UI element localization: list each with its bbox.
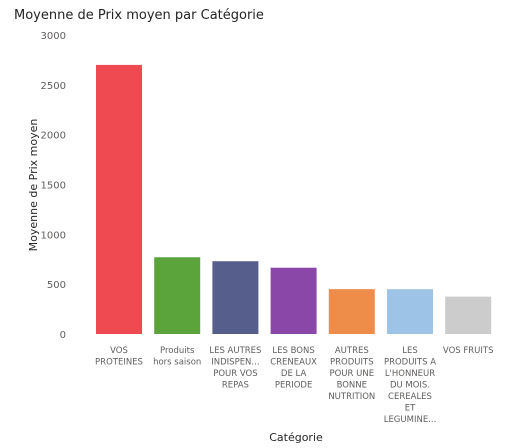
bar[interactable]: [154, 257, 201, 334]
chart-title: Moyenne de Prix moyen par Catégorie: [14, 8, 264, 23]
x-tick-label: LES AUTRES INDISPEN... POUR VOS REPAS: [209, 346, 261, 391]
y-tick-label: 0: [60, 330, 66, 341]
bars: [96, 64, 492, 335]
y-tick-label: 2500: [41, 81, 66, 92]
x-tick-label: LES BONS CRENEAUX DE LA PERIODE: [270, 346, 317, 391]
bar[interactable]: [96, 64, 142, 335]
y-axis: 0 500 1000 1500 2000 2500 3000: [41, 31, 66, 341]
x-tick-label: LES PRODUITS A L'HONNEUR DU MOIS. CEREALES ET…: [384, 346, 437, 425]
x-tick-label: VOS PROTEINES: [95, 346, 143, 368]
bar[interactable]: [387, 289, 433, 334]
bar[interactable]: [212, 261, 259, 334]
x-axis: VOS PROTEINES Produits hors saison LES AUTRE…: [95, 346, 493, 425]
y-axis-title: Moyenne de Prix moyen: [27, 119, 40, 252]
y-tick-label: 1500: [41, 181, 66, 192]
y-tick-label: 1000: [41, 230, 66, 241]
bar[interactable]: [270, 267, 317, 334]
bar[interactable]: [445, 296, 492, 334]
x-axis-title: Catégorie: [269, 431, 323, 444]
x-tick-label: Produits hors saison: [153, 346, 201, 368]
x-tick-label: VOS FRUITS: [443, 346, 494, 356]
y-tick-label: 3000: [41, 31, 66, 42]
y-tick-label: 500: [47, 280, 66, 291]
bar[interactable]: [328, 289, 375, 334]
y-tick-label: 2000: [41, 131, 66, 142]
x-tick-label: AUTRES PRODUITS POUR UNE BONNE NUTRITION: [328, 346, 375, 402]
